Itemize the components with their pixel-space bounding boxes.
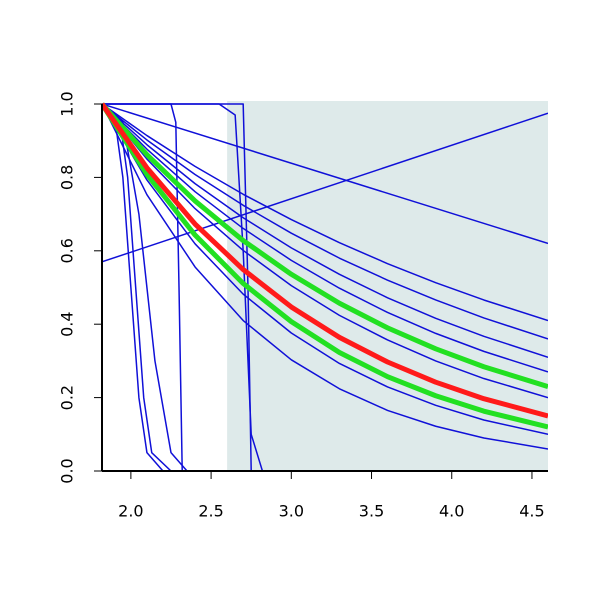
x-tick-label: 3.5 bbox=[359, 502, 384, 521]
curve bbox=[102, 103, 548, 373]
curve bbox=[102, 103, 548, 471]
x-tick-label: 4.5 bbox=[519, 502, 544, 521]
y-tick-label: 0.6 bbox=[58, 238, 77, 263]
x-tick-label: 2.0 bbox=[118, 502, 143, 521]
curve bbox=[102, 103, 548, 450]
y-tick-label: 0.4 bbox=[58, 311, 77, 336]
curve bbox=[102, 112, 548, 263]
x-tick-label: 4.0 bbox=[439, 502, 464, 521]
curve bbox=[102, 103, 548, 340]
x-tick-label: 2.5 bbox=[198, 502, 223, 521]
curve bbox=[102, 102, 548, 419]
curve bbox=[102, 103, 548, 436]
y-tick-label: 0.0 bbox=[58, 458, 77, 483]
curve bbox=[102, 103, 548, 358]
y-tick-label: 1.0 bbox=[58, 91, 77, 116]
curve bbox=[102, 103, 548, 471]
curve bbox=[102, 102, 548, 430]
curve bbox=[102, 103, 548, 399]
y-tick-label: 0.2 bbox=[58, 385, 77, 410]
curve bbox=[102, 102, 548, 389]
highlight-region bbox=[227, 101, 548, 471]
curve bbox=[102, 103, 548, 322]
y-tick-label: 0.8 bbox=[58, 165, 77, 190]
x-tick-label: 3.0 bbox=[279, 502, 304, 521]
